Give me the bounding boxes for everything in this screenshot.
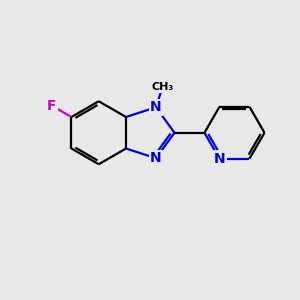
Text: N: N xyxy=(214,152,225,166)
Text: N: N xyxy=(150,151,162,165)
Text: CH₃: CH₃ xyxy=(151,82,174,92)
Text: F: F xyxy=(47,99,57,113)
Text: N: N xyxy=(150,100,162,114)
